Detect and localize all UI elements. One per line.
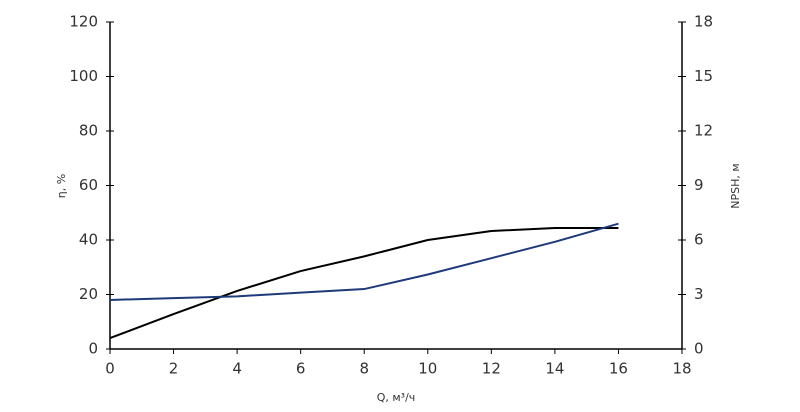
series-line: [109, 227, 619, 340]
y2-tick-label: 9: [694, 176, 704, 194]
y-tick-label: 100: [69, 67, 98, 85]
y2-tick-label: 6: [694, 231, 704, 249]
series-line: [109, 222, 619, 301]
y2-tick-label: 0: [694, 340, 704, 358]
x-tick-label: 18: [672, 360, 691, 378]
y-tick-label: 80: [79, 122, 98, 140]
y2-tick-label: 15: [694, 67, 713, 85]
x-tick-label: 16: [609, 360, 628, 378]
y-tick-label: 20: [79, 285, 98, 303]
x-axis-label: Q, м³/ч: [377, 391, 416, 404]
y2-axis-label: NPSH, м: [729, 163, 742, 208]
y-tick-label: 120: [69, 13, 98, 31]
y-tick-label: 0: [88, 340, 98, 358]
x-tick-label: 0: [105, 360, 115, 378]
y-axis-label: η, %: [55, 174, 68, 198]
x-tick-label: 8: [359, 360, 369, 378]
x-tick-label: 4: [232, 360, 242, 378]
x-tick-label: 14: [545, 360, 564, 378]
x-tick-label: 2: [169, 360, 179, 378]
x-tick-label: 12: [482, 360, 501, 378]
y2-tick-label: 12: [694, 122, 713, 140]
x-tick-label: 6: [296, 360, 306, 378]
y-tick-label: 40: [79, 231, 98, 249]
y-tick-label: 60: [79, 176, 98, 194]
y2-tick-label: 3: [694, 285, 704, 303]
x-tick-label: 10: [418, 360, 437, 378]
y2-tick-label: 18: [694, 13, 713, 31]
